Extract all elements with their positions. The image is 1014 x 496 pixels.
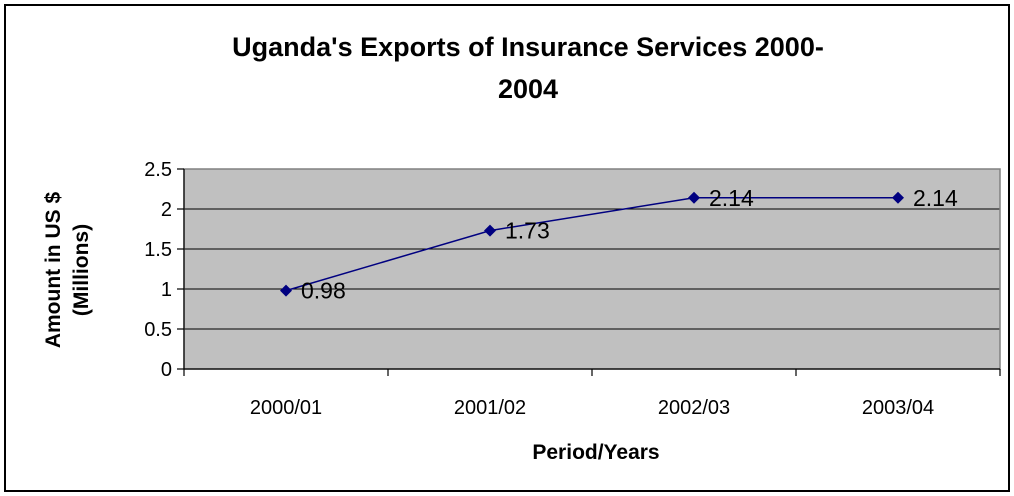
y-tick-label-4: 2: [161, 199, 172, 221]
data-label-1: 1.73: [505, 218, 550, 244]
data-label-0: 0.98: [301, 278, 346, 304]
data-label-2: 2.14: [709, 185, 754, 211]
y-tick-label-5: 2.5: [144, 159, 172, 181]
plot-background: [184, 169, 1000, 369]
data-point-1: [484, 224, 496, 237]
data-label-3: 2.14: [913, 185, 958, 211]
x-axis-title: Period/Years: [532, 441, 659, 464]
x-tick-label-1: 2001/02: [454, 397, 526, 419]
x-tick-label-3: 2003/04: [862, 397, 934, 419]
y-tick-label-3: 1.5: [144, 239, 172, 261]
chart-title-line-2: 2004: [498, 74, 558, 104]
data-point-0: [280, 284, 292, 297]
y-tick-label-1: 0.5: [144, 319, 172, 341]
data-point-3: [892, 191, 904, 204]
x-tick-label-0: 2000/01: [250, 397, 322, 419]
data-point-2: [688, 191, 700, 204]
plot-area: 0 0.5 1 1.5 2 2.5 2000/01 2001/02 2002/03 2003/04…: [144, 159, 1001, 419]
y-tick-label-0: 0: [161, 359, 172, 381]
chart-title-line-1: Uganda's Exports of Insurance Services 2…: [232, 32, 824, 62]
y-axis-title: Amount in US $ (Millions): [42, 192, 93, 349]
y-axis-title-line-1: Amount in US $: [42, 192, 65, 349]
y-axis-title-line-2: (Millions): [70, 224, 93, 316]
y-tick-label-2: 1: [161, 279, 172, 301]
series-line-0: [285, 197, 898, 292]
x-tick-label-2: 2002/03: [658, 397, 730, 419]
